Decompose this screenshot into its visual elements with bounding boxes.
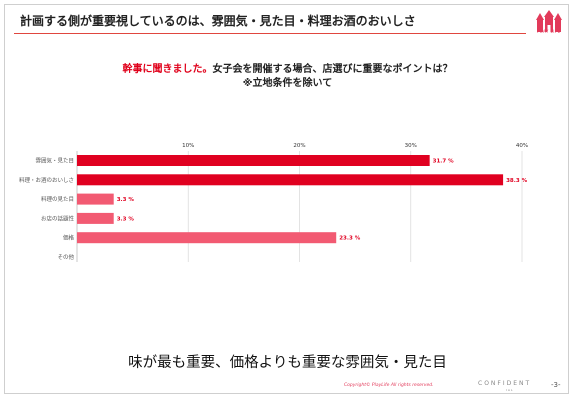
x-tick-label: 10% xyxy=(182,143,194,149)
conclusion-text: 味が最も重要、価格よりも重要な雰囲気・見た目 xyxy=(128,355,447,371)
data-label: 3.3 % xyxy=(117,197,135,203)
question-note: ※立地条件を除いて xyxy=(242,78,333,89)
bar xyxy=(77,193,114,205)
confidential-label: CONFIDENT xyxy=(478,380,532,387)
bar xyxy=(77,155,430,166)
bar xyxy=(77,232,337,244)
category-label: お店の話題性 xyxy=(41,214,75,222)
title-divider xyxy=(14,33,526,34)
data-label: 3.3 % xyxy=(117,216,135,222)
confidential-label-suffix: IAL xyxy=(506,388,514,392)
x-tick-label: 40% xyxy=(516,143,528,149)
category-label: 料理・お酒のおいしさ xyxy=(19,176,74,184)
copyright-text: Copyright© PlayLife All rights reserved. xyxy=(344,383,434,388)
data-label: 38.3 % xyxy=(506,178,527,184)
logo-text: PLAY LIFE xyxy=(537,29,561,34)
page-number: -3- xyxy=(551,381,561,389)
category-label: 料理の見た目 xyxy=(41,195,74,203)
data-label: 31.7 % xyxy=(433,159,454,165)
castle-logo-icon xyxy=(536,10,562,32)
slide-title: 計画する側が重要視しているのは、雰囲気・見た目・料理お酒のおいしさ xyxy=(20,14,416,28)
category-label: 価格 xyxy=(63,234,75,242)
bar xyxy=(77,174,504,186)
data-label: 23.3 % xyxy=(339,236,360,242)
question-body: 女子会を開催する場合、店選びに重要なポイントは？ xyxy=(212,64,453,75)
survey-question: 幹事に聞きました。女子会を開催する場合、店選びに重要なポイントは？ xyxy=(0,60,575,75)
x-tick-label: 30% xyxy=(405,143,417,149)
category-label: 雰囲気・見た目 xyxy=(35,157,74,165)
category-label: その他 xyxy=(57,253,74,261)
x-tick-label: 20% xyxy=(293,143,305,149)
question-lead: 幹事に聞きました。 xyxy=(122,64,213,75)
bar xyxy=(77,212,114,224)
